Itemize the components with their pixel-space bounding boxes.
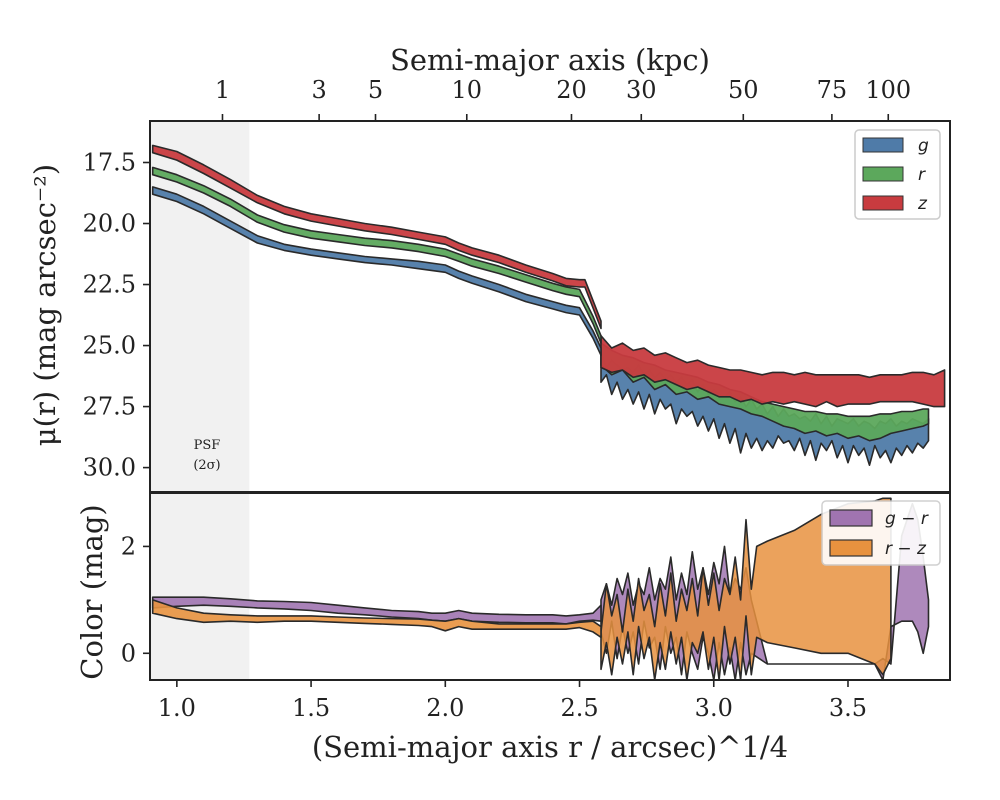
sb-y-tick-label: 17.5: [83, 148, 136, 176]
sb-y-tick-label: 20.0: [83, 210, 136, 238]
sb-legend: g r z: [854, 129, 941, 220]
legend-swatch-z: [862, 195, 904, 211]
legend-swatch-rz: [829, 539, 873, 557]
sb-y-tick-label: 30.0: [83, 454, 136, 482]
legend-swatch-g: [862, 137, 904, 153]
bottom-axes-frame: [149, 492, 951, 681]
band-z: [151, 144, 602, 330]
color-band-rz-outer: [600, 497, 892, 680]
sb-bands: [151, 144, 946, 466]
psf-label-line2: (2σ): [193, 458, 220, 473]
color-y-tick-label: 2: [121, 532, 136, 560]
x-tick-label: 3.0: [695, 694, 733, 722]
x-tick-label: 1.5: [292, 694, 330, 722]
legend-label-rz: r − z: [885, 539, 927, 559]
kpc-tick-label: 3: [311, 76, 326, 104]
kpc-tick-label: 5: [368, 76, 383, 104]
sb-y-tick-label: 22.5: [83, 271, 136, 299]
legend-label-g: g: [918, 136, 929, 156]
kpc-tick-label: 30: [626, 76, 657, 104]
color-bands: [151, 497, 930, 680]
color-band-gr: [151, 596, 602, 625]
axis-ticks: 1.0 1.5 2.0 2.5 3.0 3.51 3 5 10 20 30 50 75 10017.520…: [83, 76, 912, 722]
sb-y-tick-label: 27.5: [83, 393, 136, 421]
band-g: [151, 186, 602, 357]
color-y-tick-label: 0: [121, 639, 136, 667]
psf-region-color: [150, 493, 250, 680]
color-legend: g − r r − z: [821, 500, 941, 566]
kpc-tick-label: 75: [817, 76, 848, 104]
x-tick-label: 1.0: [158, 694, 196, 722]
x-tick-label: 2.5: [560, 694, 598, 722]
band-z-outer: [600, 335, 946, 408]
kpc-tick-label: 100: [865, 76, 911, 104]
xlabel: (Semi-major axis r / arcsec)^1/4: [312, 730, 788, 764]
kpc-tick-label: 20: [556, 76, 587, 104]
x-tick-label: 3.5: [829, 694, 867, 722]
x-tick-label: 2.0: [426, 694, 464, 722]
color-ylabel: Color (mag): [75, 504, 109, 679]
legend-label-gr: g − r: [885, 509, 929, 529]
legend-swatch-gr: [829, 509, 873, 527]
kpc-tick-label: 50: [728, 76, 759, 104]
kpc-tick-label: 1: [215, 76, 230, 104]
legend-label-r: r: [918, 165, 926, 185]
sb-y-tick-label: 25.0: [83, 332, 136, 360]
band-r: [151, 166, 602, 344]
sb-ylabel: μ(r) (mag arcsec⁻²): [28, 164, 62, 446]
psf-label-line1: PSF: [194, 438, 221, 453]
legend-label-z: z: [917, 194, 928, 214]
legend-swatch-r: [862, 166, 904, 182]
color-band-rz: [151, 599, 602, 639]
kpc-tick-label: 10: [452, 76, 483, 104]
top-axis-title: Semi-major axis (kpc): [390, 43, 710, 77]
